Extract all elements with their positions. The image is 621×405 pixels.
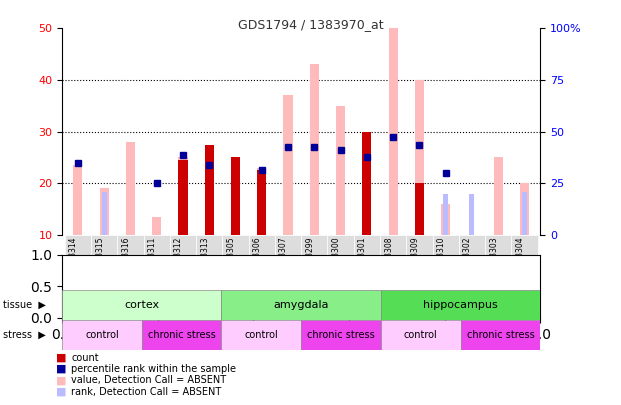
Text: GSM53306: GSM53306: [253, 237, 262, 278]
Bar: [301, 235, 327, 286]
Bar: [117, 235, 143, 286]
Bar: [327, 235, 354, 286]
Text: control: control: [404, 330, 438, 340]
Bar: [248, 235, 275, 286]
Text: hippocampus: hippocampus: [423, 300, 498, 310]
Bar: [522, 192, 527, 235]
Bar: [415, 183, 424, 235]
Text: GSM53316: GSM53316: [122, 237, 130, 278]
Text: GSM53305: GSM53305: [227, 237, 235, 278]
Bar: [196, 235, 222, 286]
Bar: [520, 183, 529, 235]
Bar: [354, 235, 380, 286]
Bar: [459, 235, 485, 286]
Bar: [205, 145, 214, 235]
Bar: [91, 235, 117, 286]
Text: GDS1794 / 1383970_at: GDS1794 / 1383970_at: [238, 18, 383, 31]
Bar: [380, 235, 406, 286]
Bar: [275, 235, 301, 286]
Bar: [62, 290, 222, 320]
Bar: [126, 142, 135, 235]
Text: ■: ■: [56, 353, 66, 362]
Text: GSM53314: GSM53314: [69, 237, 78, 278]
Text: GSM53302: GSM53302: [463, 237, 472, 278]
Bar: [257, 171, 266, 235]
Text: cortex: cortex: [124, 300, 160, 310]
Text: GSM53301: GSM53301: [358, 237, 367, 278]
Text: GSM53313: GSM53313: [200, 237, 209, 278]
Bar: [62, 320, 142, 350]
Text: GSM53299: GSM53299: [306, 237, 314, 278]
Text: GSM53309: GSM53309: [410, 237, 419, 278]
Bar: [178, 158, 188, 235]
Bar: [485, 235, 511, 286]
Text: ■: ■: [56, 375, 66, 385]
Text: stress  ▶: stress ▶: [3, 330, 46, 340]
Bar: [205, 145, 214, 235]
Text: GSM53310: GSM53310: [437, 237, 446, 278]
Text: tissue  ▶: tissue ▶: [3, 300, 46, 310]
Text: GSM53311: GSM53311: [148, 237, 156, 278]
Text: GSM53312: GSM53312: [174, 237, 183, 278]
Bar: [301, 320, 381, 350]
Bar: [381, 320, 461, 350]
Bar: [494, 158, 503, 235]
Text: GSM53300: GSM53300: [332, 237, 340, 278]
Bar: [433, 235, 459, 286]
Text: chronic stress: chronic stress: [466, 330, 534, 340]
Bar: [257, 168, 266, 235]
Bar: [469, 194, 474, 235]
Bar: [231, 158, 240, 235]
Text: amygdala: amygdala: [273, 300, 329, 310]
Text: percentile rank within the sample: percentile rank within the sample: [71, 364, 237, 374]
Bar: [170, 235, 196, 286]
Bar: [461, 320, 540, 350]
Text: chronic stress: chronic stress: [148, 330, 215, 340]
Bar: [102, 192, 107, 235]
Bar: [222, 290, 381, 320]
Text: ■: ■: [56, 364, 66, 374]
Bar: [142, 320, 222, 350]
Bar: [283, 96, 292, 235]
Bar: [362, 132, 371, 235]
Bar: [415, 80, 424, 235]
Bar: [441, 204, 450, 235]
Bar: [310, 64, 319, 235]
Text: GSM53303: GSM53303: [489, 237, 498, 278]
Bar: [143, 235, 170, 286]
Text: value, Detection Call = ABSENT: value, Detection Call = ABSENT: [71, 375, 227, 385]
Bar: [73, 165, 83, 235]
Bar: [222, 320, 301, 350]
Text: control: control: [245, 330, 278, 340]
Bar: [406, 235, 433, 286]
Bar: [178, 160, 188, 235]
Bar: [443, 194, 448, 235]
Text: GSM53308: GSM53308: [384, 237, 393, 278]
Text: rank, Detection Call = ABSENT: rank, Detection Call = ABSENT: [71, 387, 222, 396]
Text: ■: ■: [56, 387, 66, 396]
Bar: [381, 290, 540, 320]
Bar: [222, 235, 248, 286]
Bar: [152, 217, 161, 235]
Bar: [99, 188, 109, 235]
Text: control: control: [85, 330, 119, 340]
Text: GSM53304: GSM53304: [515, 237, 525, 278]
Text: GSM53315: GSM53315: [95, 237, 104, 278]
Bar: [336, 106, 345, 235]
Bar: [65, 235, 91, 286]
Bar: [231, 158, 240, 235]
Text: GSM53307: GSM53307: [279, 237, 288, 278]
Bar: [511, 235, 538, 286]
Text: chronic stress: chronic stress: [307, 330, 375, 340]
Text: count: count: [71, 353, 99, 362]
Bar: [389, 28, 397, 235]
